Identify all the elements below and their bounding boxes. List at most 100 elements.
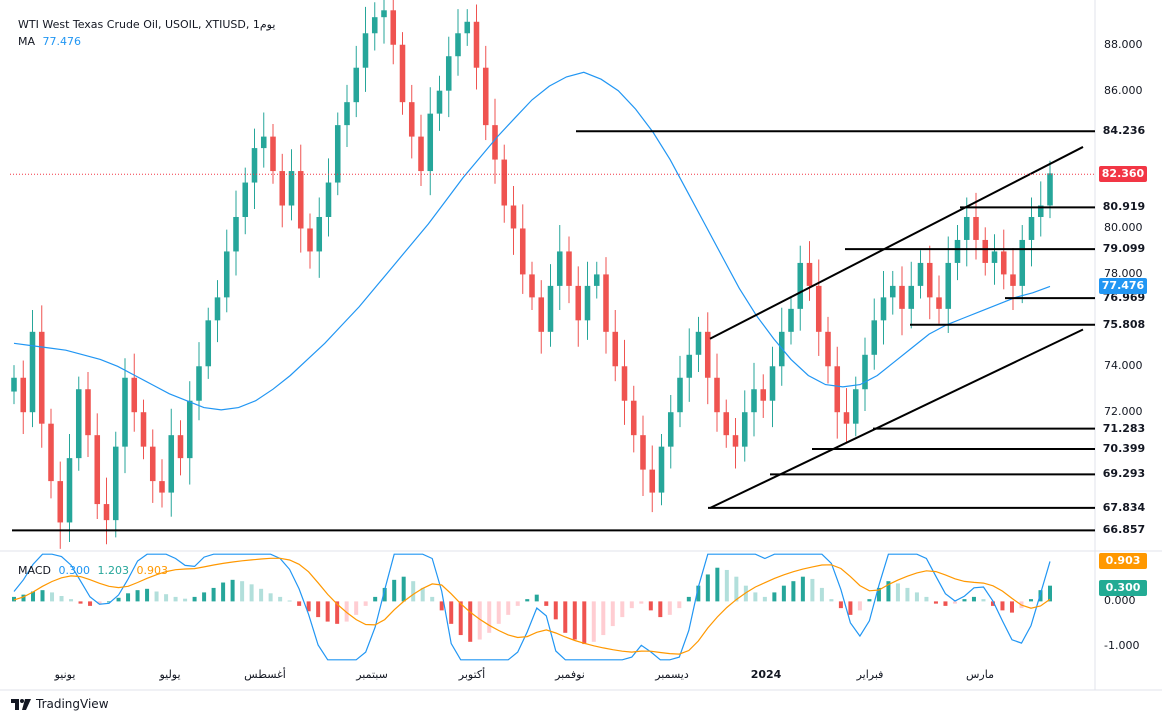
candle-body — [112, 446, 119, 521]
macd-hist-bar — [914, 592, 919, 602]
candle-body — [723, 412, 730, 436]
x-tick-label: يونيو — [54, 668, 76, 681]
macd-hist-bar — [525, 599, 530, 602]
macd-hist-bar — [268, 593, 273, 602]
ma-label: MA — [18, 35, 36, 48]
macd-y-tick-label: 0.000 — [1104, 594, 1136, 608]
macd-hist-bar — [876, 587, 881, 602]
candle-body — [945, 262, 952, 309]
candle-body — [57, 481, 64, 523]
macd-hist-value: 1.203 — [97, 564, 129, 577]
macd-hist-bar — [857, 601, 862, 611]
y-tick-label: 88.000 — [1104, 37, 1143, 51]
candle-body — [954, 239, 961, 263]
macd-signal-line — [13, 557, 1051, 655]
candle-body — [760, 389, 767, 401]
candle-body — [843, 412, 850, 424]
macd-hist-bar — [1000, 601, 1005, 611]
macd-hist-bar — [297, 601, 302, 606]
macd-hist-bar — [126, 593, 131, 602]
level-label: 71.283 — [1099, 419, 1149, 438]
brand-name: TradingView — [36, 697, 109, 711]
level-label: 70.399 — [1099, 439, 1149, 458]
macd-hist-bar — [933, 601, 938, 604]
candle-body — [381, 10, 387, 18]
candle-body — [815, 285, 822, 332]
macd-hist-bar — [810, 578, 815, 602]
candle-body — [140, 412, 147, 447]
macd-hist-bar — [886, 581, 891, 602]
macd-hist-bar — [648, 601, 653, 611]
macd-hist-bar — [591, 601, 596, 642]
y-tick-label: 72.000 — [1104, 405, 1143, 419]
macd-hist-bar — [1028, 599, 1033, 602]
candle-body — [214, 297, 221, 321]
candle-body — [556, 251, 563, 286]
macd-hist-bar — [601, 601, 606, 636]
candle-body — [390, 10, 397, 45]
candle-body — [732, 435, 739, 447]
x-tick-label: أغسطس — [244, 668, 286, 681]
macd-hist-bar — [173, 596, 178, 602]
candle-body — [769, 366, 776, 401]
macd-hist-bar — [439, 601, 444, 611]
candle-body — [196, 366, 202, 401]
macd-hist-bar — [325, 601, 330, 622]
macd-hist-bar — [515, 601, 520, 606]
candle-body — [991, 251, 998, 263]
tradingview-logo-icon — [11, 699, 31, 710]
macd-hist-bar — [221, 582, 226, 602]
candle-body — [48, 423, 54, 482]
macd-hist-bar — [97, 601, 102, 605]
candle-body — [963, 216, 970, 240]
candle-body — [1010, 274, 1016, 286]
candle-body — [344, 102, 350, 126]
candle-body — [640, 435, 646, 470]
x-tick-label: نوفمبر — [555, 668, 585, 681]
candle-body — [1000, 251, 1007, 275]
candle-body — [482, 67, 489, 126]
macd-hist-bar — [610, 601, 615, 627]
macd-hist-bar — [753, 592, 758, 602]
candle-body — [353, 67, 360, 103]
macd-hist-bar — [430, 596, 435, 602]
candle-body — [223, 251, 230, 298]
candle-body — [427, 113, 434, 172]
level-label: 66.857 — [1099, 521, 1149, 540]
candle-body — [75, 389, 82, 459]
footer[interactable]: TradingView — [10, 697, 109, 711]
candle-body — [917, 262, 924, 286]
macd-hist-bar — [553, 601, 558, 620]
macd-hist-bar — [316, 601, 321, 618]
macd-hist-bar — [943, 601, 948, 606]
y-tick-label: 78.000 — [1104, 267, 1143, 281]
candle-body — [612, 331, 619, 367]
macd-value-badge: 0.300 — [1099, 579, 1147, 596]
level-label: 80.919 — [1099, 198, 1149, 217]
candle-body — [122, 377, 128, 447]
macd-hist-bar — [107, 601, 112, 603]
macd-hist-bar — [781, 585, 786, 602]
level-label: 84.236 — [1099, 122, 1149, 141]
candle-body — [316, 216, 323, 252]
candle-body — [566, 251, 572, 286]
x-tick-label: يوليو — [159, 668, 181, 681]
candle-body — [584, 285, 591, 321]
candle-body — [621, 366, 628, 401]
candle-body — [862, 354, 868, 390]
macd-hist-bar — [487, 601, 492, 633]
candle-body — [94, 435, 101, 505]
macd-hist-bar — [259, 588, 264, 602]
macd-hist-bar — [762, 596, 767, 602]
x-tick-label: أكتوبر — [458, 668, 486, 681]
macd-hist-bar — [506, 601, 511, 615]
candle-body — [649, 469, 656, 493]
macd-signal-badge: 0.903 — [1099, 552, 1147, 569]
macd-hist-bar — [278, 596, 283, 602]
candle-body — [538, 297, 545, 332]
candle-body — [510, 205, 517, 229]
candle-body — [159, 481, 165, 493]
last-price-badge: 82.360 — [1099, 166, 1147, 183]
macd-hist-bar — [572, 601, 577, 640]
